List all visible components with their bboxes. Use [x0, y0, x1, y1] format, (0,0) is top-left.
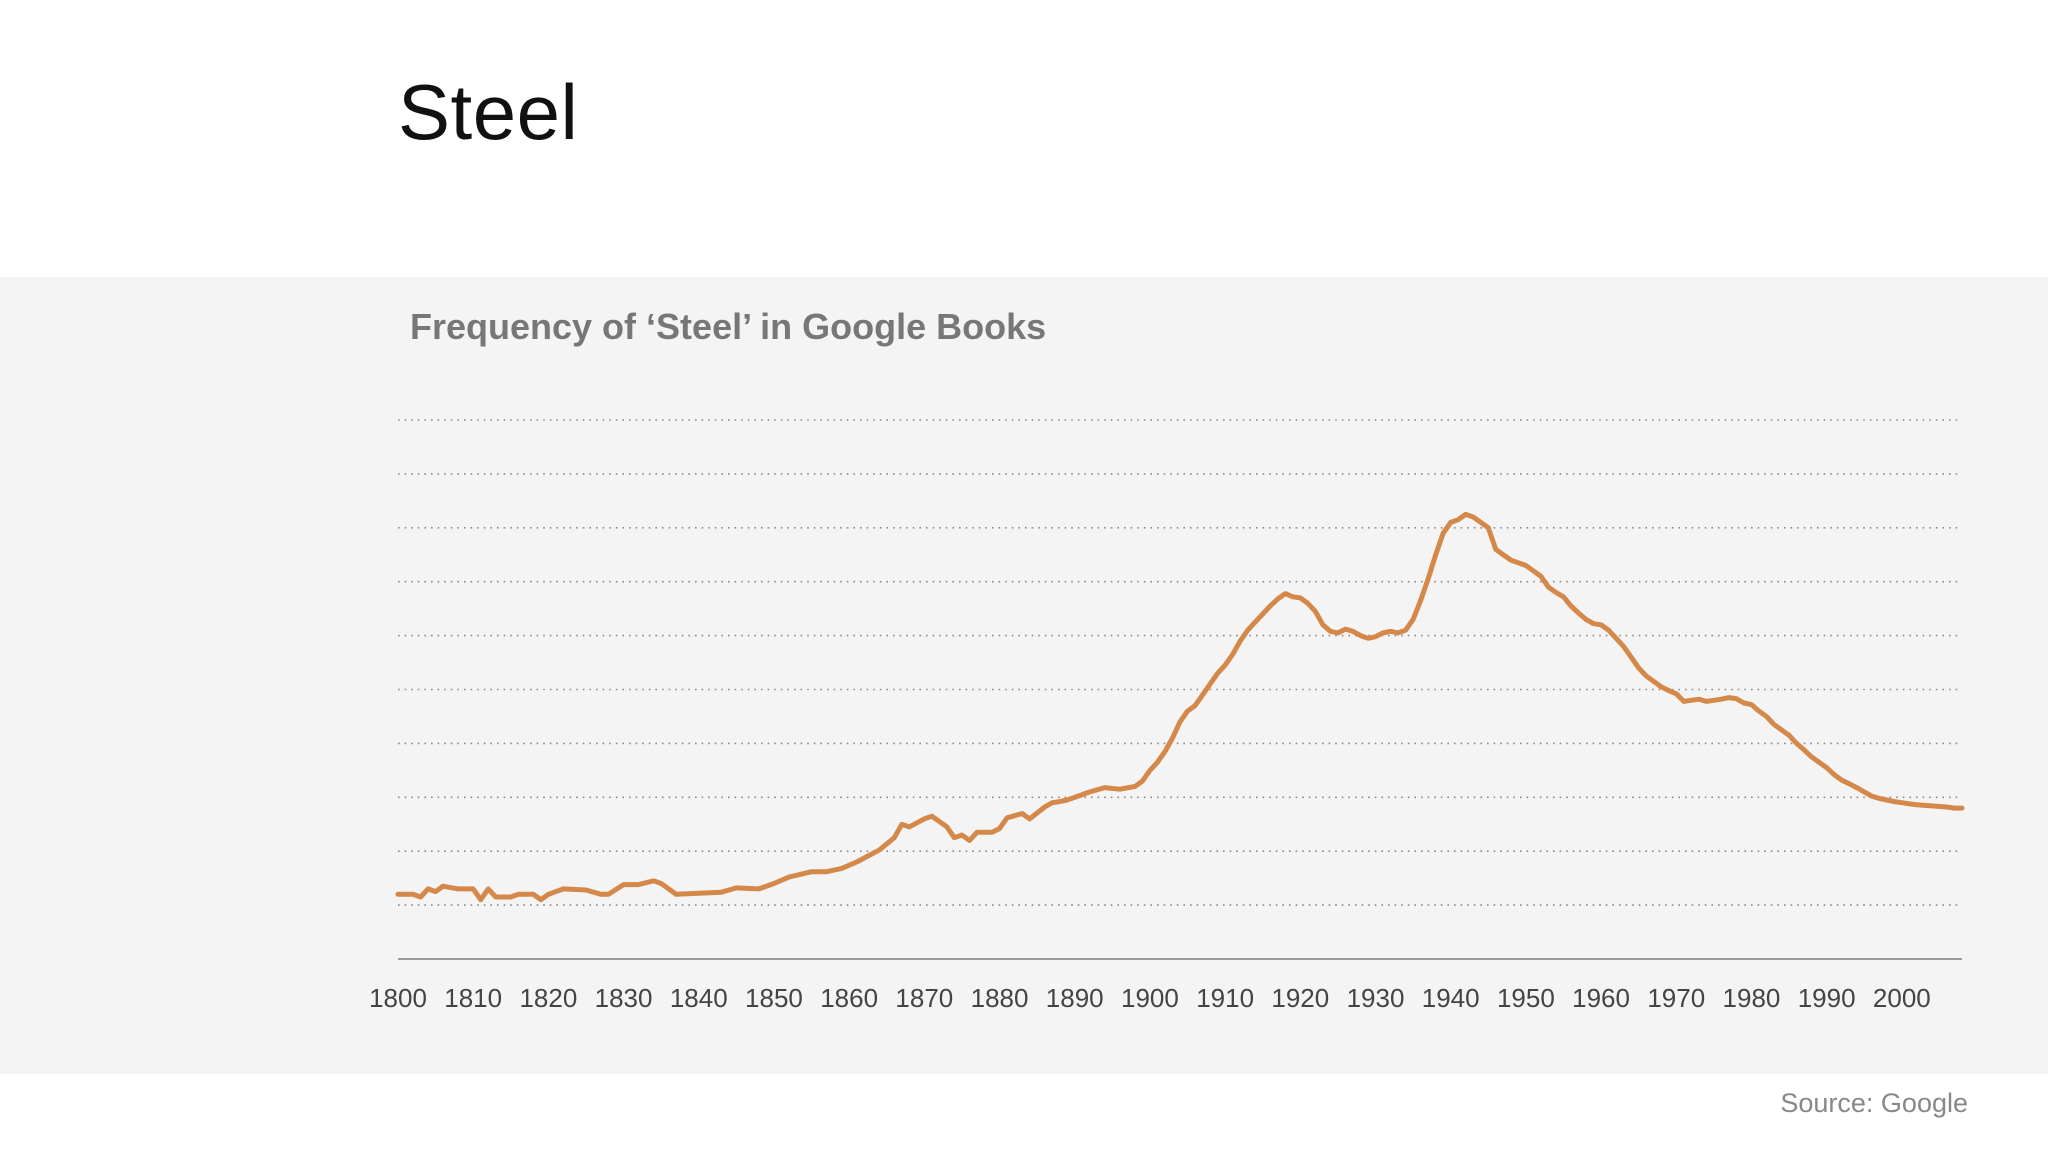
- x-tick-label: 1860: [820, 983, 878, 1013]
- x-tick-label: 1890: [1046, 983, 1104, 1013]
- x-tick-label: 1950: [1497, 983, 1555, 1013]
- x-tick-label: 1980: [1723, 983, 1781, 1013]
- x-tick-label: 1880: [971, 983, 1029, 1013]
- x-tick-label: 1830: [595, 983, 653, 1013]
- source-note: Source: Google: [1780, 1088, 1968, 1118]
- x-tick-label: 1940: [1422, 983, 1480, 1013]
- x-tick-label: 1990: [1798, 983, 1856, 1013]
- chart-title: Frequency of ‘Steel’ in Google Books: [410, 306, 1047, 347]
- x-tick-label: 1840: [670, 983, 728, 1013]
- x-tick-label: 1920: [1271, 983, 1329, 1013]
- x-tick-label: 1810: [444, 983, 502, 1013]
- x-tick-label: 1970: [1647, 983, 1705, 1013]
- x-tick-label: 1820: [519, 983, 577, 1013]
- x-tick-label: 1800: [369, 983, 427, 1013]
- slide-title: Steel: [398, 68, 579, 156]
- x-tick-label: 1850: [745, 983, 803, 1013]
- x-tick-label: 1870: [895, 983, 953, 1013]
- x-tick-label: 2000: [1873, 983, 1931, 1013]
- x-tick-labels: 1800 1810 1820 1830 1840 1850 1860 1870 1880 1890…: [369, 983, 1931, 1013]
- series-line-steel: [395, 511, 1965, 903]
- x-tick-label: 1960: [1572, 983, 1630, 1013]
- gridlines: [398, 419, 1962, 906]
- chart-panel: [0, 277, 2048, 1074]
- x-tick-label: 1900: [1121, 983, 1179, 1013]
- x-tick-label: 1910: [1196, 983, 1254, 1013]
- x-tick-label: 1930: [1347, 983, 1405, 1013]
